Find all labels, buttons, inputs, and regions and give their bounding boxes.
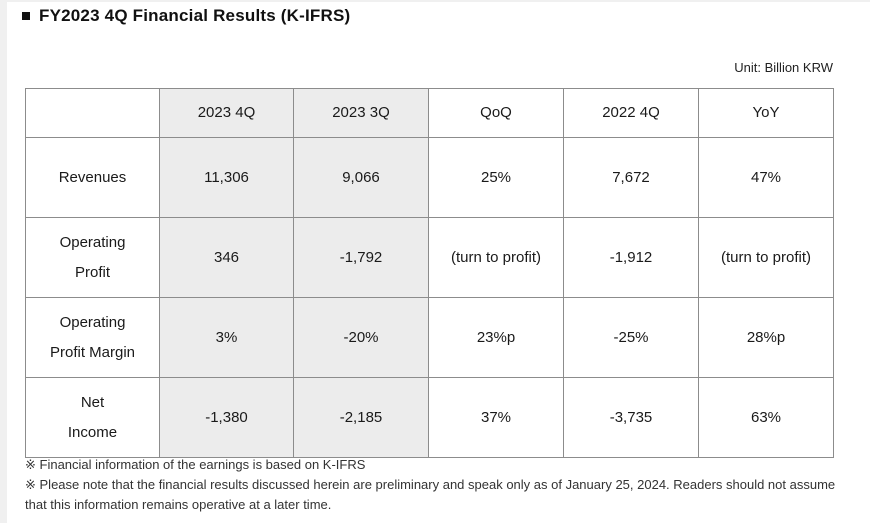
cell-net-income-2022-4q: -3,735: [563, 377, 699, 458]
cell-operating-profit-margin-yoy: 28%p: [698, 297, 834, 378]
cell-net-income-2023-3q: -2,185: [293, 377, 429, 458]
page-title-text: FY2023 4Q Financial Results (K-IFRS): [39, 6, 351, 25]
cell-net-income-yoy: 63%: [698, 377, 834, 458]
col-header-2022-4q: 2022 4Q: [563, 88, 699, 138]
footnote-kifrs-basis: ※ Financial information of the earnings …: [25, 457, 366, 472]
cell-revenues-2023-3q: 9,066: [293, 137, 429, 218]
cell-revenues-2022-4q: 7,672: [563, 137, 699, 218]
cell-revenues-qoq: 25%: [428, 137, 564, 218]
cell-operating-profit-margin-2023-3q: -20%: [293, 297, 429, 378]
footnote-preliminary-disclaimer: ※ Please note that the financial results…: [25, 477, 836, 512]
cell-operating-profit-qoq: (turn to profit): [428, 217, 564, 298]
page-title: FY2023 4Q Financial Results (K-IFRS): [22, 6, 350, 26]
table-row-operating-profit: Operating Profit 346 -1,792 (turn to pro…: [25, 217, 834, 298]
cell-operating-profit-margin-qoq: 23%p: [428, 297, 564, 378]
page-top-edge: [0, 0, 870, 2]
cell-operating-profit-2023-3q: -1,792: [293, 217, 429, 298]
unit-note: Unit: Billion KRW: [734, 60, 833, 75]
col-header-empty: [25, 88, 160, 138]
table-row-revenues: Revenues 11,306 9,066 25% 7,672 47%: [25, 137, 834, 218]
row-label-revenues: Revenues: [25, 137, 160, 218]
row-label-operating-profit: Operating Profit: [25, 217, 160, 298]
row-label-operating-profit-margin: Operating Profit Margin: [25, 297, 160, 378]
col-header-2023-3q: 2023 3Q: [293, 88, 429, 138]
cell-revenues-2023-4q: 11,306: [159, 137, 294, 218]
header-row: 2023 4Q 2023 3Q QoQ 2022 4Q YoY: [25, 88, 834, 138]
cell-operating-profit-margin-2022-4q: -25%: [563, 297, 699, 378]
row-label-net-income: Net Income: [25, 377, 160, 458]
page-left-edge: [0, 0, 7, 523]
financial-results-table: 2023 4Q 2023 3Q QoQ 2022 4Q YoY Revenues…: [25, 88, 834, 458]
cell-operating-profit-yoy: (turn to profit): [698, 217, 834, 298]
cell-net-income-qoq: 37%: [428, 377, 564, 458]
square-bullet-icon: [22, 12, 30, 20]
table-row-net-income: Net Income -1,380 -2,185 37% -3,735 63%: [25, 377, 834, 458]
cell-net-income-2023-4q: -1,380: [159, 377, 294, 458]
cell-operating-profit-margin-2023-4q: 3%: [159, 297, 294, 378]
footnotes: ※ Financial information of the earnings …: [25, 455, 845, 515]
cell-revenues-yoy: 47%: [698, 137, 834, 218]
col-header-yoy: YoY: [698, 88, 834, 138]
cell-operating-profit-2023-4q: 346: [159, 217, 294, 298]
col-header-qoq: QoQ: [428, 88, 564, 138]
cell-operating-profit-2022-4q: -1,912: [563, 217, 699, 298]
table-row-operating-profit-margin: Operating Profit Margin 3% -20% 23%p -25…: [25, 297, 834, 378]
col-header-2023-4q: 2023 4Q: [159, 88, 294, 138]
